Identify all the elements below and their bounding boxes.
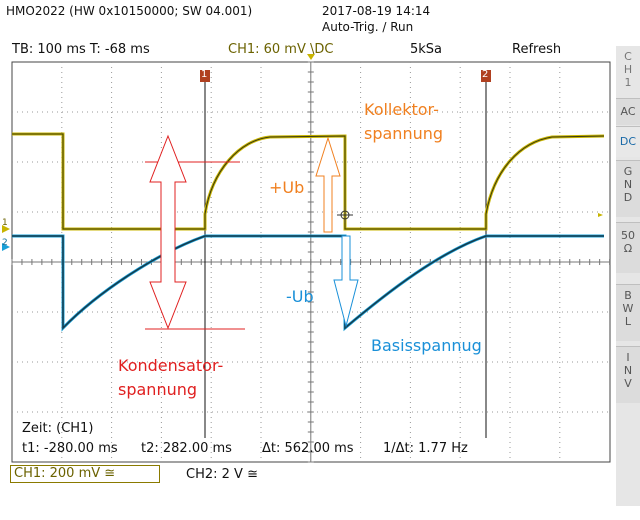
coupling-dc-button[interactable]: DC	[616, 126, 640, 157]
ch1-waveform-core	[12, 133, 605, 230]
button-label: B	[624, 289, 632, 302]
button-label: I	[626, 351, 630, 364]
trigger-level-marker	[598, 213, 603, 217]
ch1-ref-label: 1	[2, 218, 8, 228]
kondensator-label-1: Kondensator-	[118, 356, 224, 375]
button-label: D	[623, 191, 633, 204]
trigger-crosshair	[337, 207, 353, 223]
sample-rate-readout[interactable]: 5kSa	[410, 42, 443, 57]
ch1-scale-label: CH1: 200 mV ≅	[14, 466, 116, 481]
channel-letter: 1	[624, 76, 632, 89]
device-info: HMO2022 (HW 0x10150000; SW 04.001)	[6, 4, 253, 18]
cursor-2-tag	[481, 70, 491, 82]
button-label: N	[623, 364, 633, 377]
axis-ticks	[11, 61, 611, 463]
trigger-mode: Auto-Trig. / Run	[322, 20, 414, 34]
channel-label: C H 1	[616, 50, 640, 92]
button-label: V	[624, 377, 632, 390]
kondensator-annotation	[145, 134, 245, 330]
ch2-scale-label[interactable]: CH2: 2 V ≅	[186, 467, 258, 482]
kollektor-label-1: Kollektor-	[364, 100, 439, 119]
basis-label: Basisspannug	[371, 336, 482, 355]
button-label: DC	[619, 135, 637, 148]
acq-mode-readout[interactable]: Refresh	[512, 42, 562, 57]
ch2-ref-marker	[2, 243, 10, 251]
button-label: G	[623, 165, 633, 178]
cursor-1-label[interactable]: 1	[201, 69, 208, 80]
bwl-button[interactable]: B W L	[616, 284, 640, 341]
coupling-ac-button[interactable]: AC	[616, 98, 640, 125]
timebase-readout[interactable]: TB: 100 ms T: -68 ms	[12, 42, 150, 57]
minus-ub-arrow	[333, 235, 359, 328]
cursor-1-tag	[200, 70, 210, 82]
ch1-ref-marker	[2, 225, 10, 233]
channel-letter: H	[623, 63, 633, 76]
plus-ub-arrow	[315, 136, 341, 233]
button-label: W	[622, 302, 634, 315]
ch1-setting-readout[interactable]: CH1: 60 mV \DC	[228, 42, 334, 57]
minus-ub-label: -Ub	[286, 287, 314, 306]
kondensator-label-2: spannung	[118, 380, 198, 399]
button-label: AC	[620, 105, 636, 118]
button-label: N	[623, 178, 633, 191]
impedance-50-button[interactable]: 50 Ω	[616, 222, 640, 273]
measurement-t1: t1: -280.00 ms	[22, 441, 118, 456]
kollektor-label-2: spannung	[364, 124, 444, 143]
measurement-delta-t: Δt: 562.00 ms	[262, 441, 354, 456]
plus-ub-label: +Ub	[269, 178, 305, 197]
measurement-frequency: 1/Δt: 1.77 Hz	[383, 441, 468, 456]
channel-letter: C	[624, 50, 632, 63]
invert-button[interactable]: I N V	[616, 346, 640, 403]
ch2-ref-label: 2	[2, 238, 8, 248]
button-label: Ω	[623, 242, 633, 255]
trigger-position-marker	[307, 54, 315, 60]
cursor-2-label[interactable]: 2	[482, 69, 489, 80]
ch2-waveform-core	[12, 235, 604, 330]
button-label: L	[624, 315, 632, 328]
measurement-t2: t2: 282.00 ms	[141, 441, 232, 456]
measurement-title: Zeit: (CH1)	[22, 421, 94, 436]
datetime: 2017-08-19 14:14	[322, 4, 431, 18]
button-label: 50	[621, 229, 635, 242]
coupling-gnd-button[interactable]: G N D	[616, 160, 640, 217]
ch1-scale-box[interactable]: CH1: 200 mV ≅	[10, 465, 160, 483]
